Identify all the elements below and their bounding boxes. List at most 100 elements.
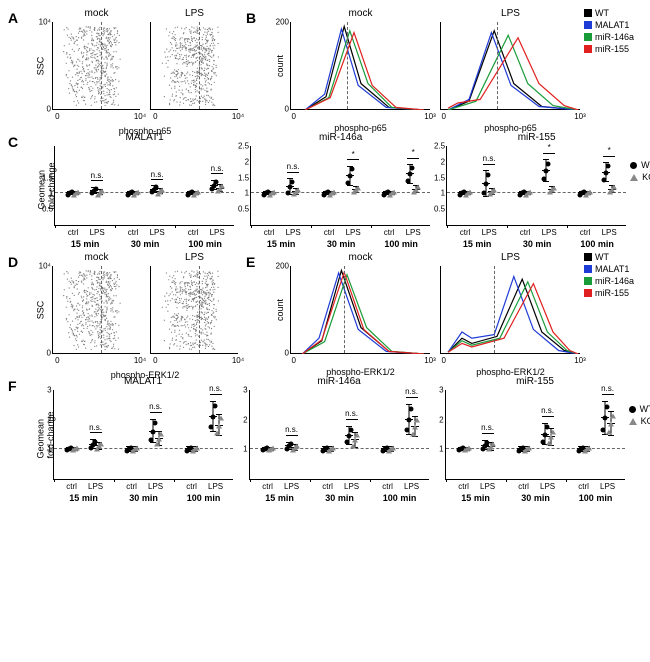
dot-plot: miR-146a0.511.522.5n.s.ctrlLPS15 min*ctr…: [250, 146, 430, 226]
panel-c: MALAT10.511.5Geomeanfold-changen.s.ctrlL…: [32, 132, 626, 226]
significance-label: n.s.: [211, 164, 224, 173]
data-point-ko: [410, 432, 416, 437]
plot-title: miR-146a: [250, 376, 429, 387]
significance-label: n.s.: [541, 406, 554, 415]
row-f: F MALAT1123Geomeanfold-changen.s.ctrlLPS…: [8, 376, 642, 480]
condition-label: ctrl: [68, 228, 79, 237]
data-point-ko: [218, 416, 224, 421]
condition-label: ctrl: [520, 228, 531, 237]
time-label: 15 min: [463, 239, 492, 249]
condition-label: ctrl: [458, 482, 469, 491]
plot-title: miR-146a: [251, 132, 430, 143]
data-point-ko: [295, 187, 301, 192]
scatter-plot: mockSSC010⁴010⁴: [52, 266, 140, 354]
significance-label: n.s.: [483, 154, 496, 163]
data-point-ko: [135, 190, 141, 195]
row-c: C MALAT10.511.5Geomeanfold-changen.s.ctr…: [8, 132, 642, 226]
data-point-wt: [350, 167, 355, 172]
panel-e: mockcount0200010³phospho-ERK1/2LPS010³ph…: [268, 252, 580, 354]
condition-label: ctrl: [460, 228, 471, 237]
panel-d: mockSSC010⁴010⁴LPS010⁴phospho-ERK1/2: [30, 252, 238, 354]
data-point-wt: [544, 169, 549, 174]
scatter-plot: LPS010⁴: [150, 22, 238, 110]
data-point-ko: [546, 441, 552, 446]
condition-label: ctrl: [128, 228, 139, 237]
data-point-ko: [527, 190, 533, 195]
condition-label: LPS: [284, 482, 299, 491]
condition-label: ctrl: [66, 482, 77, 491]
panel-c-legend: WTKO: [630, 160, 650, 184]
significance-label: n.s.: [601, 384, 614, 393]
data-point-ko: [415, 185, 421, 190]
condition-label: ctrl: [186, 482, 197, 491]
plot-title: mock: [291, 8, 430, 19]
data-point-ko: [551, 186, 557, 191]
data-point-wt: [602, 416, 607, 421]
histogram-plot: LPS010³phospho-p65: [440, 22, 580, 110]
significance-label: *: [412, 148, 415, 157]
data-point-wt: [346, 433, 351, 438]
data-point-ko: [156, 436, 162, 441]
data-point-ko: [219, 184, 225, 189]
data-point-wt: [212, 404, 217, 409]
time-label: 100 min: [187, 493, 221, 503]
row-de: D mockSSC010⁴010⁴LPS010⁴phospho-ERK1/2 E…: [8, 252, 642, 354]
data-point-ko: [216, 423, 222, 428]
data-point-wt: [148, 437, 153, 442]
data-point-ko: [159, 188, 165, 193]
condition-label: LPS: [150, 228, 165, 237]
condition-label: ctrl: [262, 482, 273, 491]
significance-label: n.s.: [89, 423, 102, 432]
significance-label: *: [548, 143, 551, 152]
significance-label: n.s.: [149, 402, 162, 411]
data-point-wt: [150, 429, 155, 434]
data-point-ko: [550, 429, 556, 434]
legend-item: WT: [584, 8, 634, 18]
significance-label: n.s.: [287, 162, 300, 171]
data-point-ko: [414, 417, 420, 422]
condition-label: LPS: [482, 228, 497, 237]
y-axis-label: count: [275, 298, 285, 320]
data-point-ko: [75, 190, 81, 195]
condition-label: ctrl: [324, 228, 335, 237]
data-point-ko: [74, 446, 80, 451]
time-label: 15 min: [69, 493, 98, 503]
data-point-wt: [348, 174, 353, 179]
data-point-wt: [546, 161, 551, 166]
data-point-wt: [486, 173, 491, 178]
condition-label: LPS: [406, 228, 421, 237]
data-point-wt: [286, 190, 291, 195]
data-point-ko: [466, 446, 472, 451]
condition-label: LPS: [346, 228, 361, 237]
data-point-ko: [606, 430, 612, 435]
condition-label: LPS: [480, 482, 495, 491]
data-point-ko: [587, 190, 593, 195]
time-label: 30 min: [521, 493, 550, 503]
panel-f-label: F: [8, 376, 17, 394]
data-point-ko: [330, 445, 336, 450]
data-point-wt: [346, 180, 351, 185]
data-point-wt: [540, 439, 545, 444]
condition-label: LPS: [88, 482, 103, 491]
data-point-wt: [484, 181, 489, 186]
data-point-wt: [482, 190, 487, 195]
time-label: 100 min: [384, 239, 418, 249]
plot-title: miR-155: [446, 376, 625, 387]
panel-a: mockSSC010⁴010⁴LPS010⁴phospho-p65: [30, 8, 238, 110]
y-axis-label: count: [275, 54, 285, 76]
plot-title: mock: [53, 8, 140, 19]
condition-label: LPS: [90, 228, 105, 237]
data-point-wt: [152, 421, 157, 426]
data-point-ko: [610, 413, 616, 418]
data-point-wt: [404, 428, 409, 433]
plot-title: LPS: [441, 252, 580, 263]
data-point-ko: [390, 445, 396, 450]
plot-title: LPS: [151, 252, 238, 263]
time-label: 30 min: [327, 239, 356, 249]
significance-label: n.s.: [405, 387, 418, 396]
data-point-ko: [412, 425, 418, 430]
plot-title: MALAT1: [55, 132, 234, 143]
data-point-ko: [331, 190, 337, 195]
condition-label: ctrl: [580, 228, 591, 237]
plot-title: LPS: [441, 8, 580, 19]
